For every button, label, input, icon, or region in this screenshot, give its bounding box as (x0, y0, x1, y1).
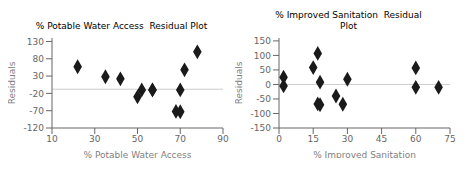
svg-text:-150: -150 (251, 123, 272, 133)
svg-text:15: 15 (307, 134, 318, 144)
svg-text:% Potable Water Access: % Potable Water Access (84, 150, 192, 158)
html-text:% Improved Sanitation Residual: % Improved Sanitation Residual (275, 10, 422, 20)
svg-text:150: 150 (254, 36, 271, 46)
svg-text:90: 90 (217, 134, 229, 144)
svg-text:75: 75 (444, 134, 455, 144)
svg-text:0: 0 (276, 134, 282, 144)
html-text:Plot: Plot (340, 21, 357, 31)
svg-text:70: 70 (175, 134, 187, 144)
svg-text:-70: -70 (29, 106, 44, 116)
svg-text:10: 10 (46, 134, 58, 144)
svg-text:50: 50 (132, 134, 144, 144)
svg-text:80: 80 (33, 54, 45, 64)
svg-text:100: 100 (254, 51, 271, 61)
svg-text:-100: -100 (251, 109, 272, 119)
html-text:% Potable Water Access Residua: % Potable Water Access Residual Plot (35, 21, 208, 31)
svg-text:-20: -20 (29, 89, 44, 99)
svg-text:60: 60 (410, 134, 422, 144)
svg-text:-120: -120 (24, 123, 45, 133)
svg-text:-50: -50 (256, 94, 271, 104)
svg-text:Residuals: Residuals (8, 61, 17, 104)
svg-text:30: 30 (342, 134, 354, 144)
svg-text:45: 45 (376, 134, 387, 144)
svg-text:0: 0 (265, 80, 271, 90)
svg-text:50: 50 (260, 65, 272, 75)
svg-text:30: 30 (33, 71, 45, 81)
svg-text:130: 130 (27, 37, 44, 47)
svg-text:Residuals: Residuals (235, 61, 244, 104)
svg-text:30: 30 (89, 134, 101, 144)
svg-text:% Improved Sanitation: % Improved Sanitation (313, 150, 416, 158)
